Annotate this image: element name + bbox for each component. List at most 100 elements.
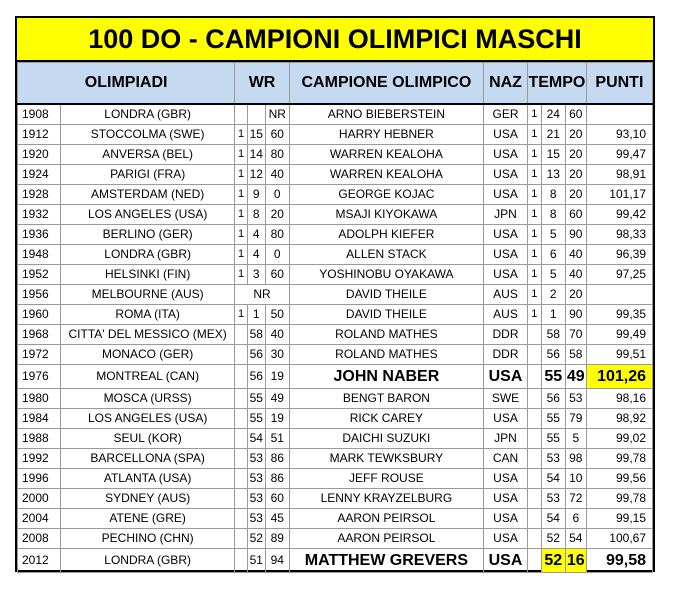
cell-year: 2008 xyxy=(16,528,62,549)
cell-place: SYDNEY (AUS) xyxy=(60,488,236,509)
cell-wr-min xyxy=(234,548,248,573)
cell-champion: ROLAND MATHES xyxy=(288,324,484,345)
cell-tempo-cent: 40 xyxy=(564,244,587,265)
cell-wr-cent: 86 xyxy=(264,468,290,489)
cell-punti: 100,67 xyxy=(585,528,654,549)
cell-tempo-min: 1 xyxy=(527,184,542,205)
cell-champion: MSAJI KIYOKAWA xyxy=(288,204,484,225)
cell-tempo-min xyxy=(527,448,542,469)
results-table: OLIMPIADI WR CAMPIONE OLIMPICO NAZ TEMPO… xyxy=(16,62,654,573)
cell-tempo-cent: 90 xyxy=(564,304,587,325)
cell-year: 2012 xyxy=(16,548,62,573)
header-campione: CAMPIONE OLIMPICO xyxy=(288,62,484,105)
cell-tempo-cent: 90 xyxy=(564,224,587,245)
cell-wr-sec: 53 xyxy=(246,488,266,509)
cell-naz: JPN xyxy=(482,428,529,449)
cell-champion: LENNY KRAYZELBURG xyxy=(288,488,484,509)
cell-place: LONDRA (GBR) xyxy=(60,244,236,265)
header-olimpiadi: OLIMPIADI xyxy=(16,62,236,105)
cell-wr-cent: 80 xyxy=(264,144,290,165)
cell-tempo-sec: 6 xyxy=(540,244,566,265)
cell-tempo-sec: 56 xyxy=(540,388,566,409)
cell-year: 1988 xyxy=(16,428,62,449)
cell-year: 1996 xyxy=(16,468,62,489)
cell-wr-min xyxy=(234,528,248,549)
cell-tempo-min: 1 xyxy=(527,144,542,165)
cell-tempo-cent: 79 xyxy=(564,408,587,429)
cell-wr-min xyxy=(234,103,248,125)
table-row: 1952 HELSINKI (FIN) 1 3 60 YOSHINOBU OYAKAWA U… xyxy=(16,264,654,285)
cell-wr-cent: 80 xyxy=(264,224,290,245)
cell-wr-sec: 52 xyxy=(246,528,266,549)
cell-punti: 99,58 xyxy=(585,548,654,573)
cell-tempo-sec: 5 xyxy=(540,264,566,285)
cell-wr-sec: 9 xyxy=(246,184,266,205)
cell-wr-sec: 4 xyxy=(246,244,266,265)
cell-year: 1912 xyxy=(16,124,62,145)
cell-tempo-min: 1 xyxy=(527,124,542,145)
table-row: 1908 LONDRA (GBR) NR ARNO BIEBERSTEIN GER 1 24… xyxy=(16,103,654,125)
cell-champion: YOSHINOBU OYAKAWA xyxy=(288,264,484,285)
cell-wr-min xyxy=(234,324,248,345)
cell-champion: MARK TEWKSBURY xyxy=(288,448,484,469)
cell-year: 1956 xyxy=(16,284,62,305)
table-row: 1936 BERLINO (GER) 1 4 80 ADOLPH KIEFER USA 1 5 9… xyxy=(16,224,654,245)
cell-wr-min xyxy=(234,344,248,365)
cell-champion: GEORGE KOJAC xyxy=(288,184,484,205)
cell-wr-cent: 40 xyxy=(264,164,290,185)
cell-wr-sec: 14 xyxy=(246,144,266,165)
cell-place: ROMA (ITA) xyxy=(60,304,236,325)
cell-tempo-cent: 5 xyxy=(564,428,587,449)
cell-tempo-min xyxy=(527,324,542,345)
cell-wr-sec: 15 xyxy=(246,124,266,145)
cell-wr-cent: 0 xyxy=(264,184,290,205)
cell-punti xyxy=(585,284,654,305)
cell-tempo-sec: 55 xyxy=(540,408,566,429)
cell-naz: CAN xyxy=(482,448,529,469)
cell-naz: USA xyxy=(482,408,529,429)
cell-tempo-cent: 20 xyxy=(564,184,587,205)
cell-punti: 97,25 xyxy=(585,264,654,285)
cell-wr-cent: NR xyxy=(264,103,290,125)
cell-tempo-cent: 70 xyxy=(564,324,587,345)
table-row: 1988 SEUL (KOR) 54 51 DAICHI SUZUKI JPN 55 5 99,… xyxy=(16,428,654,449)
cell-wr-min: 1 xyxy=(234,124,248,145)
cell-wr-min xyxy=(234,468,248,489)
cell-place: HELSINKI (FIN) xyxy=(60,264,236,285)
cell-champion: ADOLPH KIEFER xyxy=(288,224,484,245)
cell-tempo-sec: 21 xyxy=(540,124,566,145)
cell-wr-cent: 45 xyxy=(264,508,290,529)
cell-wr-cent: 94 xyxy=(264,548,290,573)
cell-tempo-min xyxy=(527,468,542,489)
cell-champion: ROLAND MATHES xyxy=(288,344,484,365)
cell-naz: USA xyxy=(482,528,529,549)
cell-champion: AARON PEIRSOL xyxy=(288,508,484,529)
cell-tempo-sec: 52 xyxy=(540,528,566,549)
cell-wr-cent: 60 xyxy=(264,488,290,509)
cell-place: MONACO (GER) xyxy=(60,344,236,365)
table-body: 1908 LONDRA (GBR) NR ARNO BIEBERSTEIN GER 1 24… xyxy=(16,103,654,573)
cell-wr-cent: 89 xyxy=(264,528,290,549)
cell-punti: 98,91 xyxy=(585,164,654,185)
cell-champion: DAICHI SUZUKI xyxy=(288,428,484,449)
cell-wr-cent: 60 xyxy=(264,124,290,145)
cell-year: 1976 xyxy=(16,364,62,389)
cell-wr-min: 1 xyxy=(234,164,248,185)
cell-tempo-sec: 54 xyxy=(540,468,566,489)
cell-place: BARCELLONA (SPA) xyxy=(60,448,236,469)
cell-naz: GER xyxy=(482,103,529,125)
cell-punti: 99,78 xyxy=(585,448,654,469)
cell-tempo-min xyxy=(527,428,542,449)
cell-wr-sec: 53 xyxy=(246,448,266,469)
cell-tempo-sec: 58 xyxy=(540,324,566,345)
cell-place: PECHINO (CHN) xyxy=(60,528,236,549)
cell-naz: USA xyxy=(482,488,529,509)
cell-champion: ALLEN STACK xyxy=(288,244,484,265)
cell-wr-sec: 51 xyxy=(246,548,266,573)
cell-wr-sec: 4 xyxy=(246,224,266,245)
cell-tempo-sec: 5 xyxy=(540,224,566,245)
cell-tempo-cent: 40 xyxy=(564,264,587,285)
cell-year: 1948 xyxy=(16,244,62,265)
cell-wr-min: 1 xyxy=(234,144,248,165)
cell-place: LOS ANGELES (USA) xyxy=(60,408,236,429)
